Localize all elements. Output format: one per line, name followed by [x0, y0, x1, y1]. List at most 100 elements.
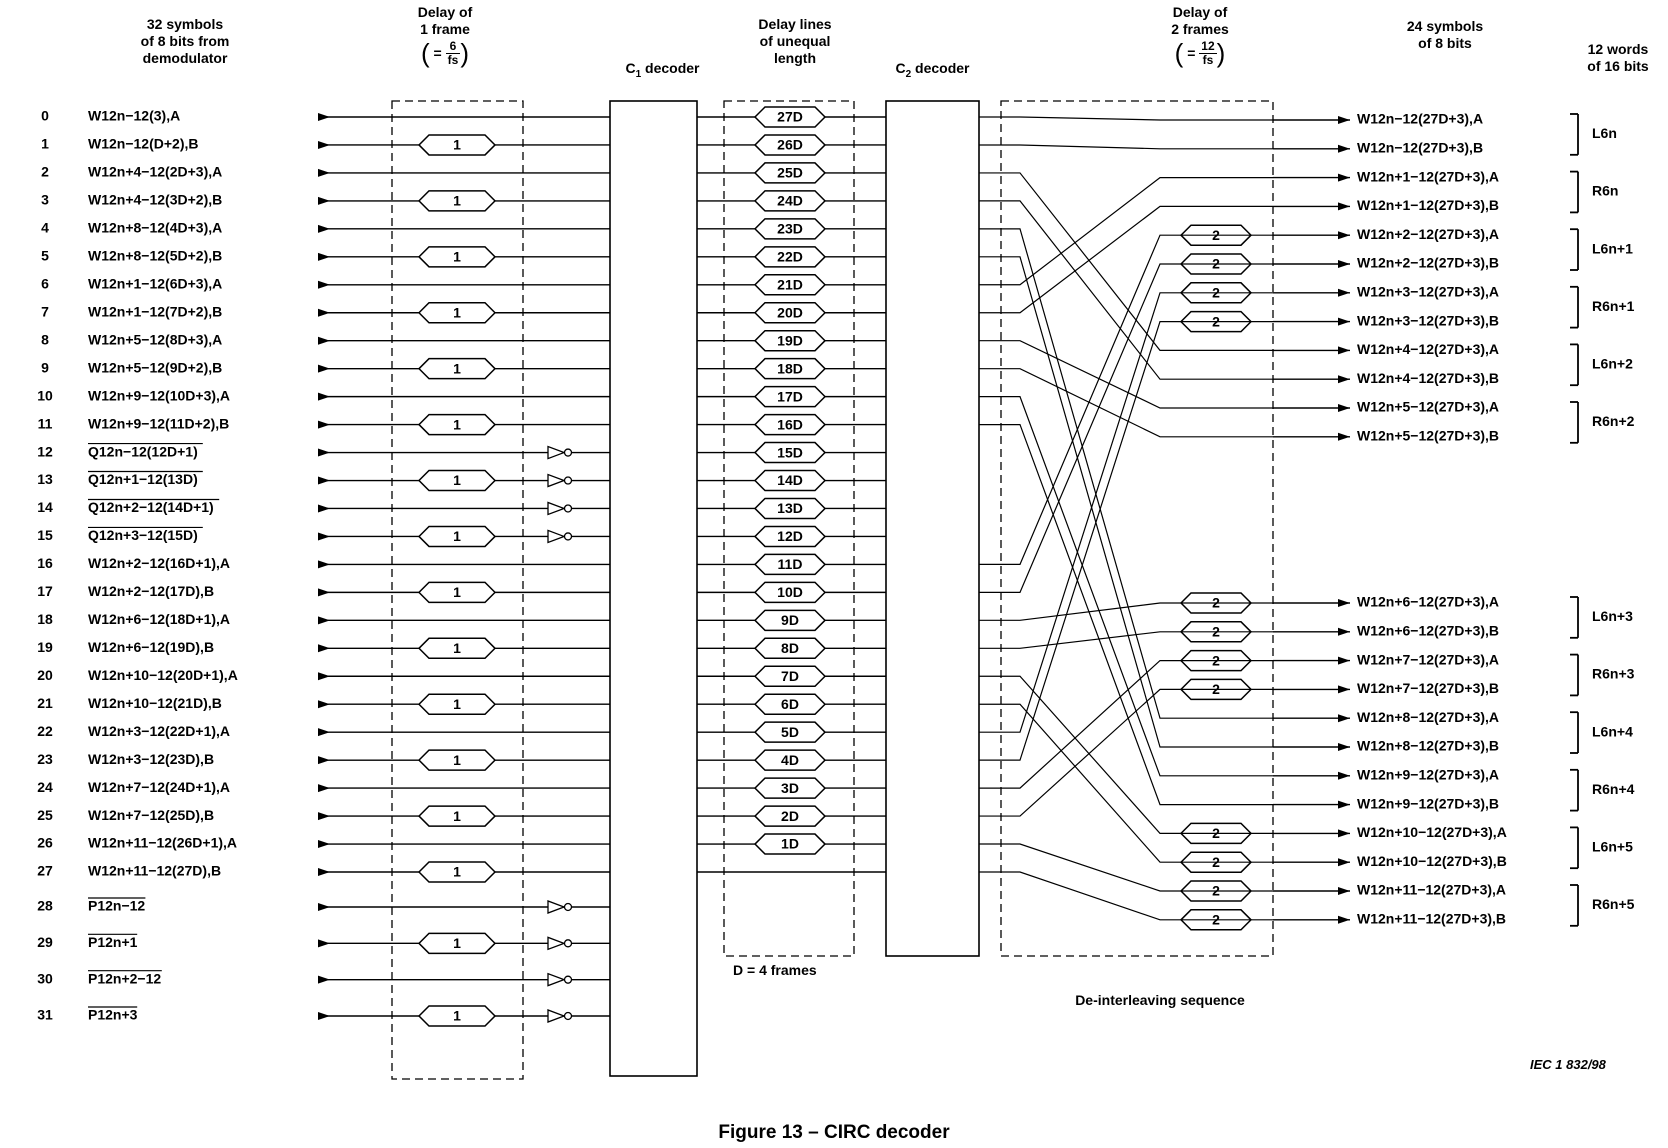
delay1-element-label: 1: [453, 696, 461, 712]
delay-line-label: 16D: [777, 416, 803, 432]
delay1-element-label: 1: [453, 249, 461, 265]
output-arrow: [1338, 346, 1350, 355]
deinterleave-wire: [979, 177, 1273, 286]
inverter-bubble: [563, 902, 573, 912]
output-arrow: [1338, 173, 1350, 182]
deinterleave-wire: [979, 703, 1273, 863]
input-arrow: [318, 336, 330, 345]
deinterleave-wire: [979, 843, 1273, 892]
inverter-bubble: [563, 532, 573, 541]
output-arrow: [1338, 317, 1350, 326]
output-arrow: [1338, 116, 1350, 124]
delay1-element-label: 1: [453, 304, 461, 320]
input-label: W12n+3−12(23D),B: [88, 751, 214, 767]
output-arrow: [1338, 714, 1350, 723]
delay-line-label: 8D: [781, 640, 799, 656]
word-label: L6n+1: [1592, 240, 1633, 256]
input-index: 26: [37, 835, 53, 851]
delay-line-label: 9D: [781, 612, 799, 628]
delay1-element: [417, 805, 497, 827]
input-arrow: [318, 1012, 330, 1020]
deinterleave-wire: [979, 423, 1273, 806]
word-label: L6n+4: [1592, 723, 1633, 739]
output-label: W12n+8−12(27D+3),A: [1357, 709, 1499, 725]
input-arrow: [318, 560, 330, 569]
deinterleave-wire: [979, 659, 1273, 789]
input-index: 1: [41, 136, 49, 152]
delay-line: [753, 246, 827, 268]
input-index: 2: [41, 164, 49, 180]
delay-line-label: 22D: [777, 249, 803, 265]
input-index: 4: [41, 220, 49, 236]
delay-line-label: 25D: [777, 165, 803, 181]
deinterleave-wire: [979, 256, 1273, 748]
inverter: [547, 529, 566, 544]
input-label: W12n+8−12(4D+3),A: [88, 220, 222, 236]
delay1-element-label: 1: [453, 416, 461, 432]
delay1-element: [417, 749, 497, 771]
delay1-element: [417, 134, 497, 156]
inverter: [547, 936, 566, 951]
inverter-bubble: [563, 939, 573, 948]
input-index: 11: [38, 415, 53, 431]
delay1-element-label: 1: [453, 752, 461, 768]
delay1-element-label: 1: [453, 528, 461, 544]
output-arrow: [1338, 743, 1350, 751]
delay1-element: [417, 469, 497, 492]
output-label: W12n+1−12(27D+3),A: [1357, 168, 1499, 184]
delay-line: [753, 329, 827, 352]
inverter-bubble: [563, 476, 573, 485]
inverter: [547, 473, 566, 488]
delay-line: [753, 693, 827, 715]
delay-line-label: 23D: [777, 221, 803, 237]
deinterleave-wire: [979, 200, 1273, 380]
delay-line: [753, 805, 827, 827]
input-label: Q12n+3−12(15D): [88, 527, 198, 543]
input-arrow: [318, 840, 330, 849]
deinterleave-wire: [979, 871, 1273, 921]
delay1-element: [417, 1005, 497, 1027]
delay-line-label: 7D: [781, 668, 799, 684]
delay-line: [753, 274, 827, 296]
delay-line-label: 21D: [777, 276, 803, 292]
output-arrow: [1338, 288, 1350, 297]
delay1-header: Delay of 1 frame ( = 6 fs): [417, 4, 473, 68]
delay-line-label: 6D: [781, 696, 799, 712]
input-label: W12n+2−12(17D),B: [88, 583, 214, 599]
input-index: 22: [37, 723, 53, 739]
input-arrow: [318, 140, 330, 149]
word-label: R6n+1: [1592, 298, 1635, 314]
output-header: 24 symbols of 8 bits: [1406, 18, 1484, 51]
input-arrow: [318, 420, 330, 429]
input-index: 13: [37, 471, 53, 487]
input-index: 10: [37, 387, 53, 403]
output-label: W12n−12(27D+3),A: [1357, 111, 1483, 127]
input-index: 28: [37, 898, 53, 914]
delay1-element: [417, 861, 497, 883]
delay1-box: [391, 100, 524, 1080]
delay1-element-label: 1: [453, 935, 461, 951]
input-arrow: [318, 903, 330, 911]
input-header: 32 symbols of 8 bits from demodulator: [140, 16, 230, 66]
delay1-element: [417, 932, 497, 955]
delay-line: [753, 749, 827, 771]
word-label: L6n+5: [1592, 839, 1633, 855]
delay-line: [753, 581, 827, 604]
delay-line: [753, 833, 827, 855]
output-label: W12n+9−12(27D+3),A: [1357, 767, 1499, 783]
delay-line: [753, 553, 827, 576]
delay2-header: Delay of 2 frames ( = 12 fs): [1171, 4, 1229, 68]
inverter-bubble: [563, 975, 573, 984]
delay1-element: [417, 637, 497, 660]
output-arrow: [1338, 627, 1350, 636]
output-arrow: [1338, 432, 1350, 441]
delay-line: [753, 637, 827, 660]
output-arrow: [1338, 887, 1350, 895]
output-label: W12n+5−12(27D+3),B: [1357, 428, 1499, 444]
deinterleaving-label: De-interleaving sequence: [1075, 992, 1245, 1008]
deinterleave-wire: [979, 631, 1273, 649]
input-arrow: [318, 280, 330, 289]
input-arrow: [318, 700, 330, 709]
output-arrow: [1338, 599, 1350, 607]
output-label: W12n+11−12(27D+3),A: [1357, 882, 1506, 898]
